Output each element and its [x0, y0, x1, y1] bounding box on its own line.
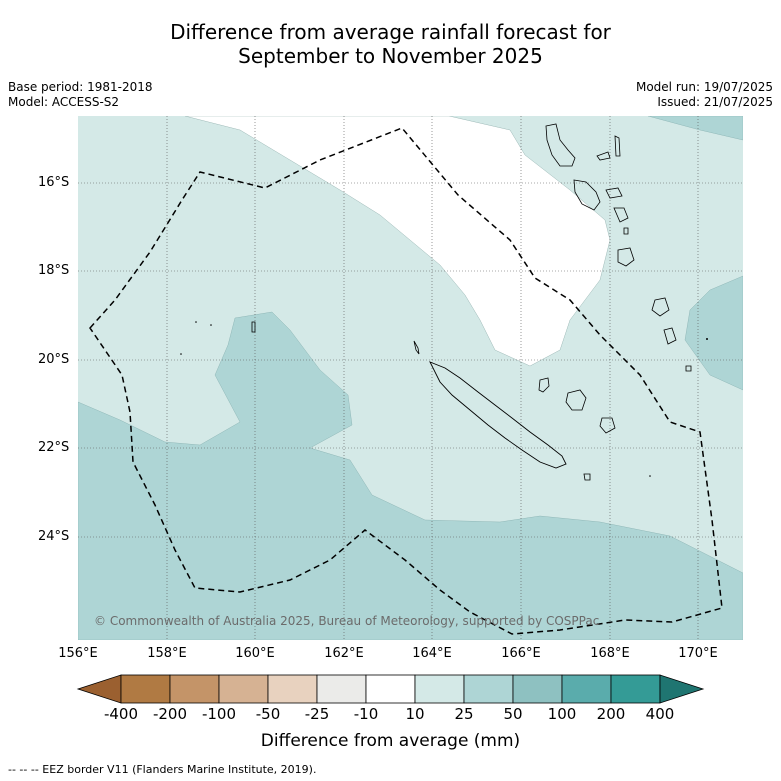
new-caledonia-island: [429, 361, 567, 469]
near-average-region: [184, 116, 611, 367]
lifou-island: [565, 389, 587, 411]
island-east-1: [651, 297, 670, 317]
colorbar-segment: [218, 674, 269, 704]
islet-west-2: [195, 321, 197, 323]
base-period: Base period: 1981-2018: [8, 80, 153, 94]
meta-left: Base period: 1981-2018 Model: ACCESS-S2: [8, 80, 153, 110]
cbar-tick-label: 50: [503, 705, 523, 723]
anomaly-25-50-northeast: [647, 116, 743, 141]
map-title: Difference from average rainfall forecas…: [0, 20, 781, 68]
vanuatu-efate: [613, 207, 629, 223]
islet-west-1: [251, 321, 256, 333]
cbar-tick-label: -200: [152, 705, 188, 723]
cbar-tick-label: 10: [405, 705, 425, 723]
model-run: Model run: 19/07/2025: [635, 80, 773, 94]
lon-label-158e: 158°E: [147, 646, 187, 661]
issued-date: Issued: 21/07/2025: [657, 95, 773, 109]
islet-west-4: [210, 324, 212, 326]
vanuatu-espiritu-santo: [545, 123, 576, 167]
islet-west-3: [180, 353, 182, 355]
cbar-tick-label: 200: [596, 705, 626, 723]
colorbar-segment: [169, 674, 220, 704]
cbar-tick-label: -100: [201, 705, 237, 723]
colorbar-segment: [610, 674, 661, 704]
anomaly-25-50-east: [684, 275, 743, 391]
ile-des-pins: [583, 473, 591, 481]
lat-label-20s: 20°S: [38, 352, 70, 367]
title-line-2: September to November 2025: [238, 44, 543, 68]
lat-label-16s: 16°S: [38, 175, 70, 190]
colorbar-segment: [316, 674, 367, 704]
cbar-tick-label: -10: [353, 705, 379, 723]
colorbar-segment: [414, 674, 465, 704]
colorbar-title: Difference from average (mm): [260, 731, 521, 751]
vanuatu-pentecost: [614, 135, 621, 157]
vanuatu-ambrym: [605, 187, 623, 199]
lon-label-162e: 162°E: [324, 646, 364, 661]
lon-label-160e: 160°E: [235, 646, 275, 661]
colorbar-segment: [120, 674, 171, 704]
islet-east-5: [706, 338, 708, 340]
lat-label-18s: 18°S: [38, 263, 70, 278]
colorbar-segment: [267, 674, 318, 704]
island-east-3: [685, 365, 692, 372]
lat-label-22s: 22°S: [38, 440, 70, 455]
cbar-tick-label: -400: [103, 705, 139, 723]
colorbar-segment: [463, 674, 514, 704]
cbar-tick-label: -25: [304, 705, 330, 723]
lon-label-164e: 164°E: [412, 646, 452, 661]
colorbar-segment: [512, 674, 563, 704]
island-east-2: [663, 327, 677, 345]
copyright-notice: © Commonwealth of Australia 2025, Bureau…: [94, 614, 600, 628]
lon-label-170e: 170°E: [678, 646, 718, 661]
islet-east-4: [649, 475, 651, 477]
colorbar-segment: [561, 674, 612, 704]
vanuatu-ambae: [596, 151, 611, 161]
anomaly-25-50-south: [78, 311, 743, 640]
lon-label-156e: 156°E: [58, 646, 98, 661]
cbar-tick-label: 100: [547, 705, 577, 723]
vanuatu-tanna: [623, 227, 629, 235]
colorbar-extend-low: [76, 674, 122, 704]
lat-label-24s: 24°S: [38, 529, 70, 544]
cbar-tick-label: -50: [255, 705, 281, 723]
colorbar: [76, 674, 705, 704]
eez-border: [89, 127, 723, 635]
mare-island: [599, 417, 616, 434]
graticule: [78, 116, 743, 640]
cbar-tick-label: 400: [645, 705, 675, 723]
meta-right: Model run: 19/07/2025 Issued: 21/07/2025: [636, 80, 773, 110]
map-area: [78, 116, 743, 640]
lon-label-166e: 166°E: [501, 646, 541, 661]
eez-footnote: -- -- -- EEZ border V11 (Flanders Marine…: [8, 763, 317, 776]
vanuatu-erromango: [617, 247, 635, 267]
colorbar-segment: [365, 674, 416, 704]
ouvea-island: [538, 377, 550, 393]
cbar-tick-label: 25: [454, 705, 474, 723]
vanuatu-malakula: [573, 179, 601, 211]
colorbar-extend-high: [659, 674, 705, 704]
lon-label-168e: 168°E: [590, 646, 630, 661]
belep-islands: [413, 340, 420, 355]
model-name: Model: ACCESS-S2: [8, 95, 120, 109]
title-line-1: Difference from average rainfall forecas…: [170, 20, 611, 44]
